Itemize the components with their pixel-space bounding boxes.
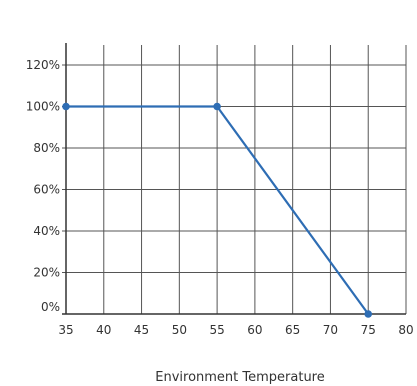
x-axis-title: Environment Temperature <box>155 370 325 385</box>
y-tick-label: 0% <box>41 300 60 314</box>
y-tick-label: 120% <box>26 58 60 72</box>
series-group <box>62 102 373 318</box>
y-tick-labels: 0% 20% 40% 60% 80% 100% 120% <box>26 58 60 314</box>
axes <box>62 43 406 315</box>
grid-lines <box>62 45 407 314</box>
x-tick-label: 70 <box>323 323 338 337</box>
x-tick-labels: 35 40 45 50 55 60 65 70 75 80 <box>58 323 413 337</box>
data-point <box>213 102 221 111</box>
y-tick-label: 40% <box>33 224 60 238</box>
x-tick-label: 75 <box>361 323 376 337</box>
x-tick-label: 55 <box>209 323 224 337</box>
y-tick-label: 100% <box>26 100 60 114</box>
x-tick-label: 50 <box>172 323 187 337</box>
data-point <box>62 102 70 111</box>
x-tick-label: 60 <box>247 323 262 337</box>
x-tick-label: 35 <box>58 323 73 337</box>
data-point <box>364 310 373 318</box>
y-tick-label: 20% <box>33 266 60 280</box>
x-tick-label: 45 <box>134 323 149 337</box>
y-tick-label: 80% <box>33 141 60 155</box>
x-tick-label: 80 <box>398 323 413 337</box>
y-tick-label: 60% <box>33 183 60 197</box>
x-tick-label: 65 <box>285 323 300 337</box>
x-tick-label: 40 <box>96 323 111 337</box>
